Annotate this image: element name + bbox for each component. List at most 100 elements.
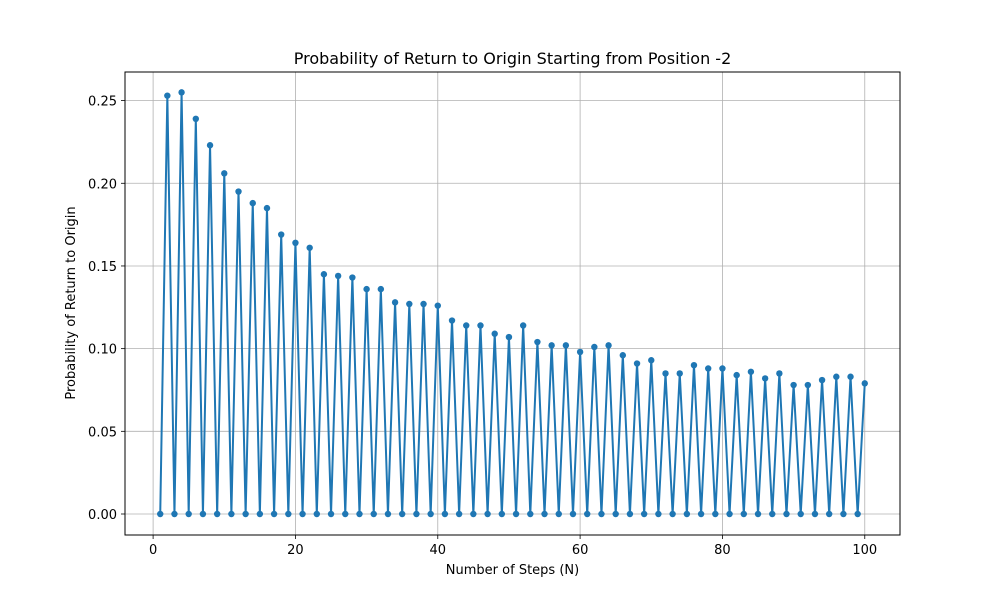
data-point [619, 352, 627, 359]
data-point [377, 285, 385, 293]
data-point [733, 371, 740, 379]
data-point [342, 510, 349, 518]
y-tick-label: 0.05 [88, 425, 117, 440]
data-point [206, 142, 214, 149]
data-point [498, 510, 506, 518]
data-point [534, 338, 541, 346]
data-point [363, 285, 370, 293]
series-line [159, 91, 866, 515]
data-point [299, 510, 306, 518]
x-axis-title: Number of Steps (N) [446, 563, 579, 578]
y-tick-label: 0.15 [88, 260, 117, 275]
chart-title: Probability of Return to Origin Starting… [294, 49, 732, 68]
data-point [726, 510, 733, 518]
data-point [598, 510, 605, 518]
data-point [192, 115, 200, 123]
data-point [569, 510, 577, 518]
data-point [833, 373, 840, 380]
data-point [761, 375, 769, 382]
x-tick-label: 80 [714, 543, 731, 558]
data-point [327, 510, 335, 518]
data-point [655, 510, 662, 518]
data-point [690, 361, 698, 369]
data-point [861, 380, 868, 387]
grid-lines [125, 72, 900, 535]
data-point [676, 370, 683, 377]
data-point [470, 510, 477, 518]
data-point [413, 510, 420, 518]
data-point [285, 510, 292, 518]
data-point [519, 322, 527, 329]
data-point [541, 510, 548, 518]
data-point [221, 170, 228, 177]
x-tick-label: 20 [287, 543, 304, 558]
y-tick-label: 0.20 [88, 177, 117, 192]
data-point [448, 317, 456, 324]
data-point [505, 333, 513, 341]
data-point [512, 510, 520, 518]
data-point [776, 370, 783, 377]
series-group [157, 89, 868, 518]
data-point [441, 510, 449, 518]
data-point [249, 199, 256, 207]
data-point [797, 510, 804, 518]
data-point [349, 274, 356, 281]
axis-ticks: 0 20 40 60 80 100 0.00 0.05 0.10 0.15 0.20 0.25 [88, 95, 877, 558]
y-tick-label: 0.00 [88, 508, 117, 523]
data-point [157, 510, 164, 518]
data-point [548, 342, 555, 349]
data-point [769, 510, 776, 518]
data-point [278, 231, 285, 238]
data-point [370, 510, 377, 518]
data-point [719, 365, 726, 372]
data-point [825, 510, 833, 518]
data-point [199, 510, 207, 518]
data-point [306, 244, 313, 251]
data-point [334, 272, 342, 280]
data-point [811, 510, 819, 518]
data-point [455, 510, 463, 518]
data-point [406, 300, 413, 308]
data-point [477, 322, 484, 329]
plot-area-frame [124, 71, 901, 536]
data-point [384, 510, 392, 518]
data-point [527, 510, 534, 518]
data-point [626, 510, 634, 518]
data-point [847, 373, 854, 380]
data-point [790, 381, 797, 389]
data-point [584, 510, 591, 518]
data-point [171, 510, 178, 518]
data-point [398, 510, 406, 518]
data-point [854, 510, 861, 518]
data-point [263, 204, 271, 212]
y-axis-title: Probability of Return to Origin [64, 206, 79, 399]
data-point [747, 368, 755, 375]
data-point [235, 188, 242, 195]
data-point [463, 322, 470, 329]
data-point [754, 510, 762, 518]
data-point [427, 510, 434, 518]
data-point [712, 510, 719, 518]
data-point [270, 510, 278, 518]
x-tick-label: 0 [149, 543, 157, 558]
data-point [356, 510, 363, 518]
data-point [605, 342, 612, 349]
data-point [420, 300, 427, 308]
data-point [164, 92, 171, 99]
data-point [633, 360, 641, 367]
data-point [804, 381, 812, 389]
data-point [562, 342, 570, 349]
data-point [612, 510, 619, 518]
data-point [705, 365, 712, 372]
data-point [662, 370, 669, 377]
x-tick-label: 60 [572, 543, 589, 558]
data-point [185, 510, 192, 518]
data-point [640, 510, 648, 518]
data-point [320, 271, 328, 278]
data-point [818, 376, 826, 384]
x-tick-label: 100 [852, 543, 877, 558]
data-point [683, 510, 691, 518]
data-point [292, 239, 299, 247]
